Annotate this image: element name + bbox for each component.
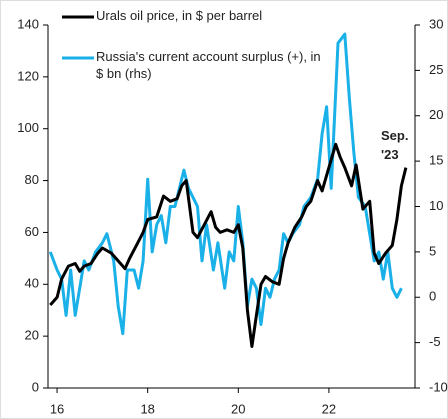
y2-tick-label: 20	[429, 107, 443, 122]
x-tick-label: 18	[140, 401, 154, 416]
x-tick-label: 22	[322, 401, 336, 416]
legend-label: Russia's current account surplus (+), in…	[96, 49, 321, 81]
y2-tick-label: 25	[429, 62, 443, 77]
y2-tick-label: 30	[429, 16, 443, 31]
y-tick-label: 140	[17, 16, 39, 31]
x-tick-label: 16	[50, 401, 64, 416]
y2-tick-label: -5	[429, 334, 441, 349]
y-tick-label: 60	[25, 224, 39, 239]
y2-tick-label: 10	[429, 198, 443, 213]
y-tick-label: 80	[25, 172, 39, 187]
y2-tick-label: -10	[429, 379, 448, 394]
y-tick-label: 20	[25, 328, 39, 343]
y-tick-label: 120	[17, 68, 39, 83]
y-tick-label: 0	[32, 379, 39, 394]
x-tick-label: 20	[231, 401, 245, 416]
y2-tick-label: 5	[429, 243, 436, 258]
y2-tick-label: 0	[429, 289, 436, 304]
y-tick-label: 100	[17, 120, 39, 135]
y-tick-label: 40	[25, 276, 39, 291]
series-line	[49, 142, 408, 348]
annotation: Sep. '23	[381, 128, 409, 162]
y2-tick-label: 15	[429, 153, 443, 168]
legend-label: Urals oil price, in $ per barrel	[96, 8, 263, 23]
